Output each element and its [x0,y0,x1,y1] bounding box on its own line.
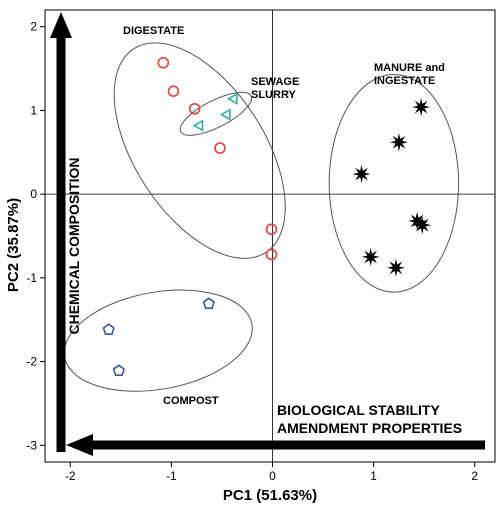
data-point-star-0 [412,98,431,117]
x-axis-label: PC1 (51.63%) [223,487,317,504]
data-point-star-1 [389,133,408,152]
data-point-star-4 [413,216,432,235]
x-tick-label-2: 0 [269,469,276,483]
data-point-star-2 [352,165,371,184]
ellipse-sewage [179,91,253,136]
horizontal-arrow-label-2: AMENDMENT PROPERTIES [277,420,462,436]
y-tick-label-1: 1 [30,103,37,117]
group-label-sewage: SEWAGE [251,76,299,88]
horizontal-arrow-label-1: BIOLOGICAL STABILITY [277,402,440,418]
data-point-circle-4 [265,223,278,236]
y-tick-label-3: -1 [26,271,37,285]
group-label-slurry: SLURRY [251,89,296,101]
vertical-arrow-head [50,12,72,38]
data-point-triangle-2 [192,119,204,132]
x-tick-label-1: -1 [166,469,177,483]
data-point-pentagon-2 [112,364,126,377]
point-layer [102,56,432,377]
y-tick-label-5: -3 [26,438,37,452]
data-point-triangle-0 [226,92,238,105]
data-point-circle-0 [157,56,170,69]
plot-frame-layer [44,9,496,463]
data-point-pentagon-0 [202,297,216,310]
data-point-triangle-1 [219,108,231,121]
group-label-ingestate: INGESTATE [374,75,435,87]
plot-border [44,9,496,463]
data-point-circle-1 [167,85,180,97]
tick-layer: -2 -1 0 1 2 2 1 0 -1 -2 -3 [26,20,478,483]
data-point-star-5 [361,247,380,266]
ellipse-manure [328,73,460,293]
y-axis-label: PC2 (35.87%) [5,198,22,292]
group-label-manure: MANURE and [374,62,445,74]
y-tick-label-0: 2 [30,20,37,34]
arrow-layer [50,12,485,456]
data-point-star-6 [386,258,405,277]
data-point-circle-5 [265,248,278,261]
y-tick-label-2: 0 [30,187,37,201]
ellipse-compost [63,289,253,392]
group-label-compost: COMPOST [163,395,219,407]
data-point-circle-3 [214,142,226,154]
x-tick-label-4: 2 [471,469,478,483]
x-tick-label-0: -2 [65,469,76,483]
ellipse-digestate [113,42,286,259]
data-point-pentagon-1 [102,323,115,336]
data-point-circle-2 [188,102,201,115]
vertical-arrow-label: CHEMICAL COMPOSITION [66,157,82,334]
x-tick-label-3: 1 [370,469,377,483]
ellipse-layer [63,42,460,392]
group-label-digestate: DIGESTATE [123,25,184,37]
horizontal-arrow-head [66,434,93,456]
y-tick-label-4: -2 [26,355,37,369]
